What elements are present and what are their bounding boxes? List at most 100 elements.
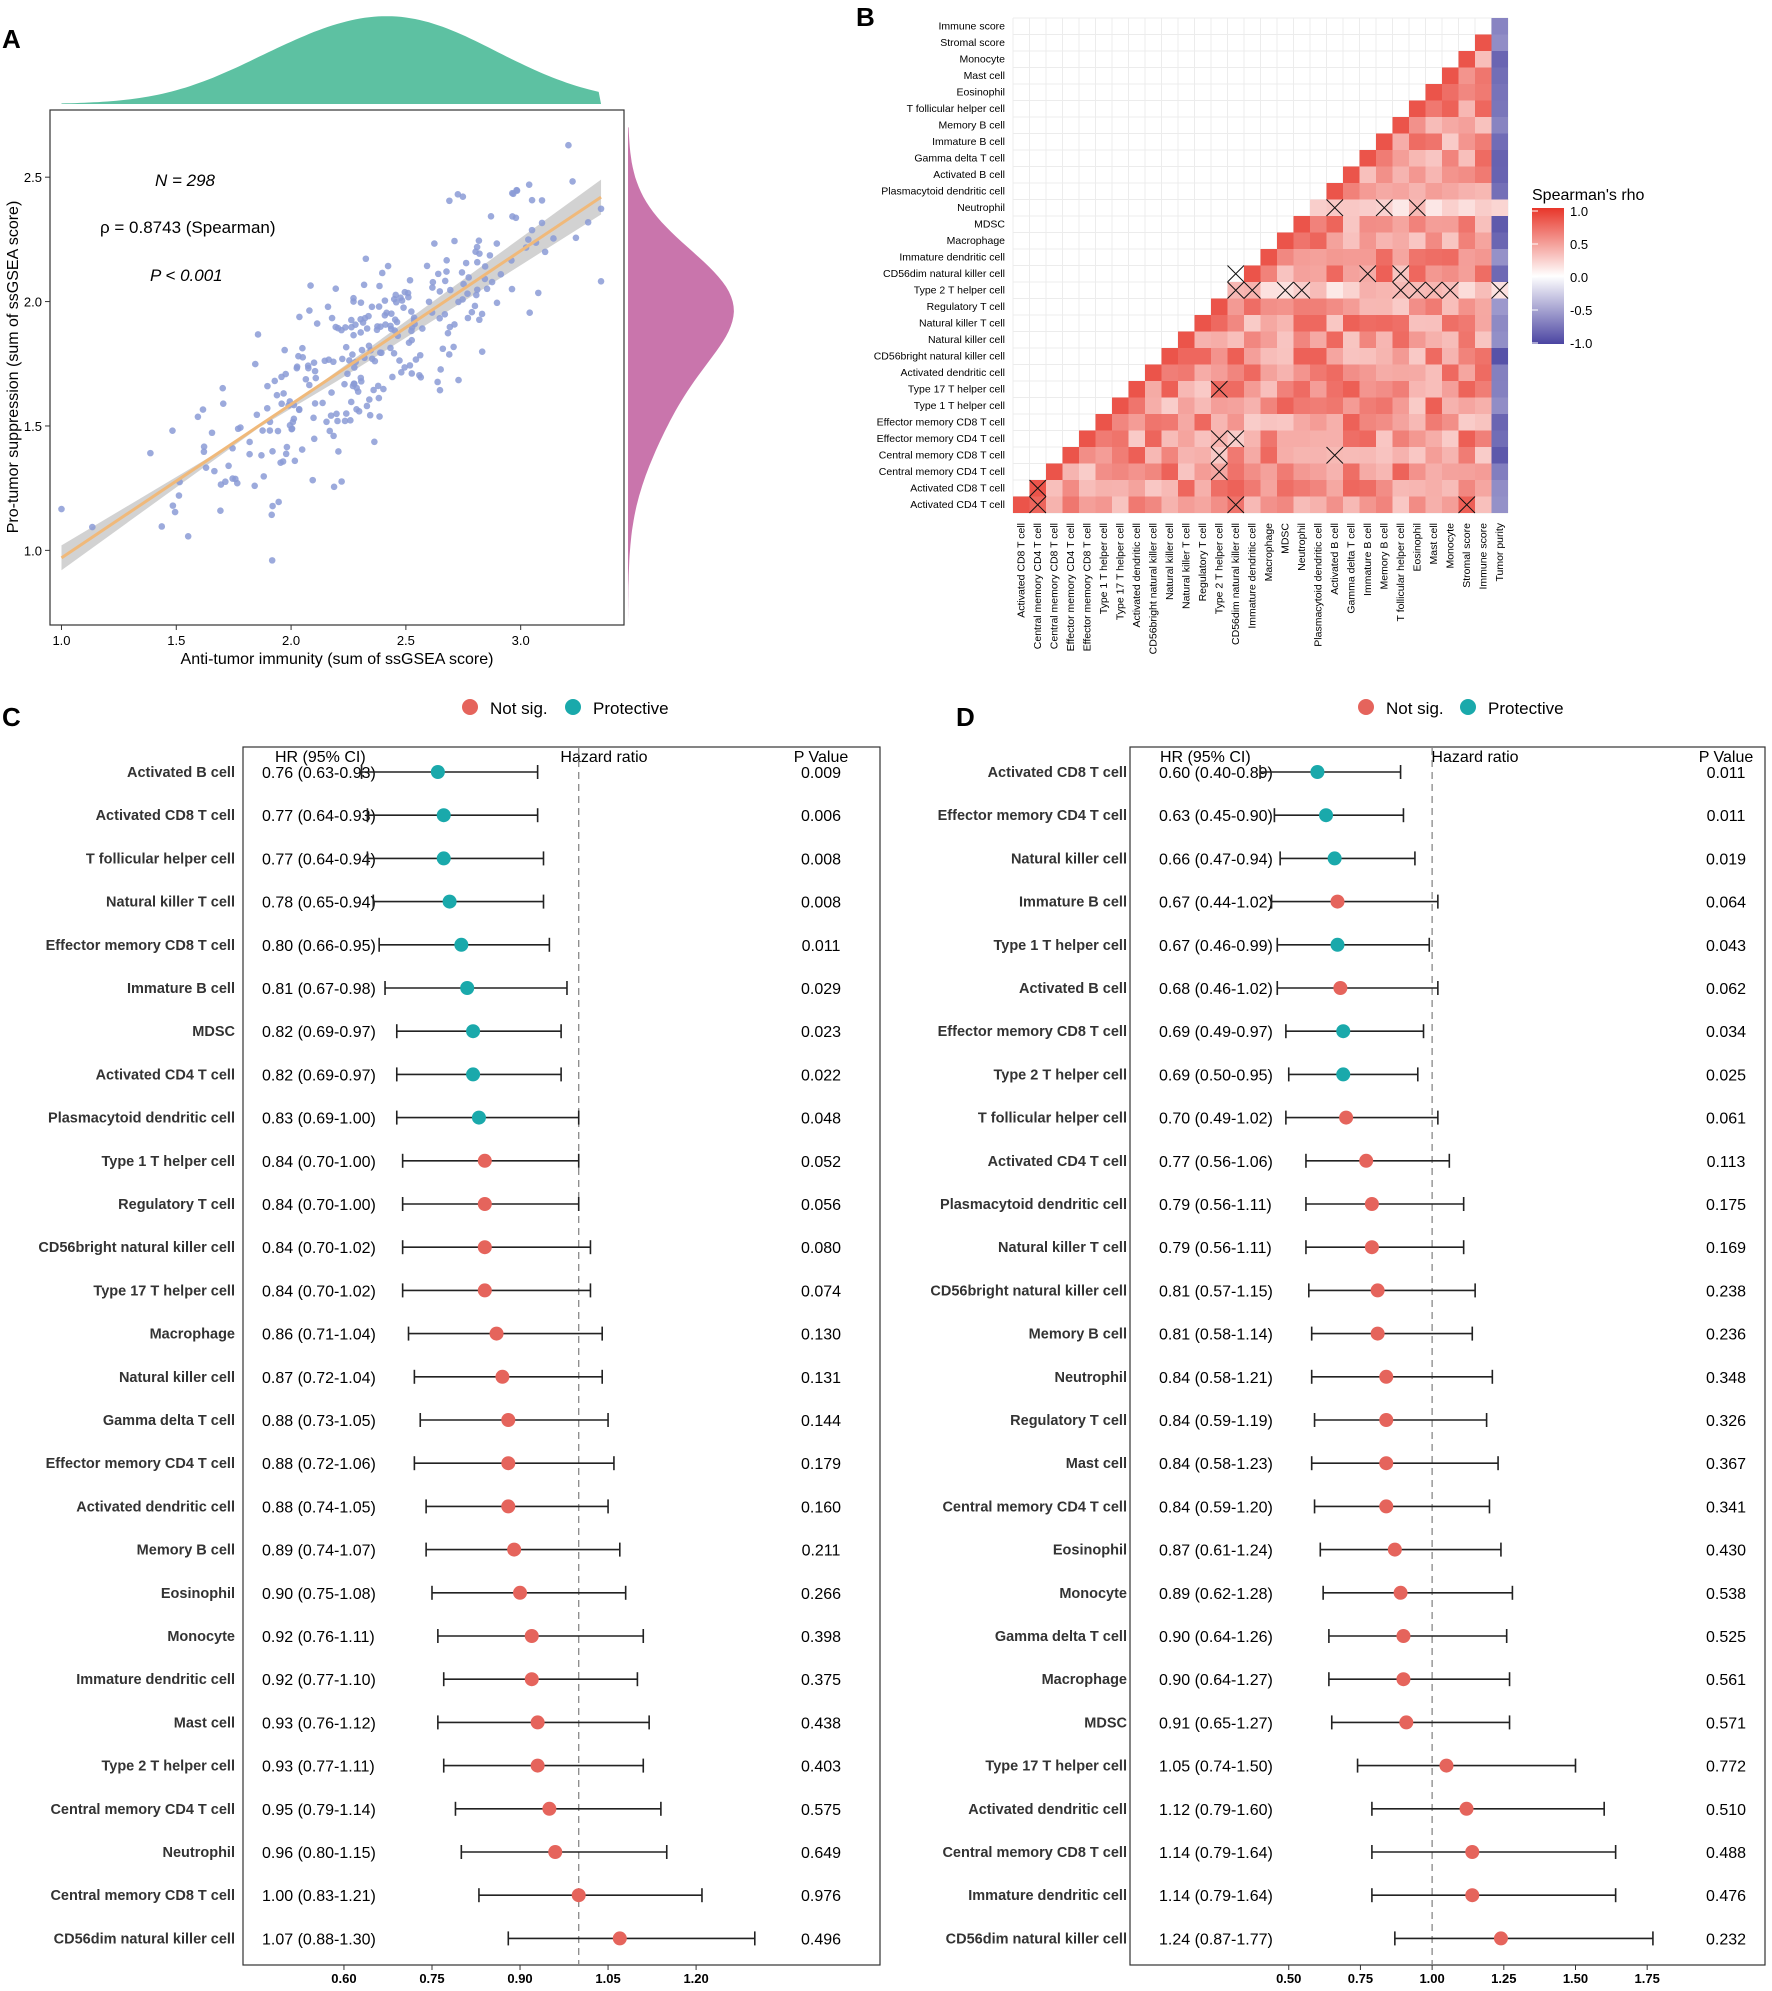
forest-row-p-value: 0.011 [802, 938, 841, 955]
non-significant-cross [1392, 281, 1410, 299]
heatmap-cell [1128, 397, 1145, 414]
forest-hr-point [430, 765, 445, 779]
forest-row-label: Immature B cell [127, 981, 235, 997]
heatmap-col-label: Immature B cell [1362, 523, 1374, 596]
heatmap-cell [1227, 315, 1244, 332]
heatmap-cell [1359, 249, 1376, 266]
forest-row-hr-text: 0.89 (0.62-1.28) [1159, 1586, 1273, 1603]
forest-row-label: Activated dendritic cell [968, 1802, 1127, 1818]
heatmap-cell [1491, 232, 1508, 249]
heatmap-cell [1442, 216, 1459, 233]
forest-hr-point [1333, 981, 1348, 995]
heatmap-cell [1310, 265, 1327, 282]
heatmap-cell [1145, 364, 1162, 381]
forest-row-label: Activated CD4 T cell [96, 1067, 235, 1083]
heatmap-cell [1458, 100, 1475, 117]
scatter-point [370, 386, 377, 394]
forest-hr-point [1379, 1499, 1394, 1514]
heatmap-cell [1161, 364, 1178, 381]
scatter-point [289, 418, 297, 426]
heatmap-cell [1062, 480, 1079, 497]
scatter-point [326, 427, 334, 435]
forest-row-p-value: 0.008 [801, 895, 841, 912]
heatmap-cell [1112, 496, 1129, 513]
forest-row-label: Plasmacytoid dendritic cell [48, 1111, 235, 1127]
heatmap-cell [1062, 463, 1079, 480]
forest-row-p-value: 0.022 [801, 1067, 841, 1084]
x-tick-label: 1.5 [167, 633, 185, 648]
scatter-point [471, 302, 479, 310]
scatter-point [339, 355, 346, 363]
heatmap-cell [1211, 298, 1228, 315]
non-significant-cross [1408, 199, 1426, 217]
heatmap-cell [1376, 216, 1393, 233]
heatmap-cell [1409, 183, 1426, 200]
scatter-point [493, 240, 501, 247]
scatter-point [476, 316, 483, 324]
heatmap-row-label: Type 1 T helper cell [914, 400, 1005, 412]
scatter-point [295, 405, 303, 413]
scatter-point [475, 237, 483, 244]
heatmap-cell [1376, 447, 1393, 464]
non-significant-cross [1227, 496, 1245, 514]
heatmap-cell [1227, 480, 1244, 497]
forest-row-p-value: 0.367 [1706, 1456, 1746, 1473]
heatmap-cell [1112, 430, 1129, 447]
scatter-point [344, 370, 351, 378]
forest-row-p-value: 0.438 [801, 1715, 841, 1732]
heatmap-cell [1442, 133, 1459, 150]
scatter-point [597, 205, 605, 213]
heatmap-cell [1475, 463, 1492, 480]
heatmap-cell [1343, 463, 1360, 480]
heatmap-row-label: Neutrophil [957, 202, 1005, 214]
legend-tick-label: 1.0 [1570, 204, 1588, 219]
scatter-point [295, 352, 302, 360]
heatmap-cell [1458, 282, 1475, 299]
heatmap-cell [1475, 331, 1492, 348]
forest-x-tick-label: 0.60 [331, 1971, 356, 1986]
forest-row-p-value: 0.006 [801, 808, 841, 825]
forest-row-label: Natural killer cell [119, 1370, 235, 1386]
heatmap-cell [1475, 216, 1492, 233]
heatmap-cell [1161, 381, 1178, 398]
legend-tick-label: 0.0 [1570, 270, 1588, 285]
heatmap-cell [1310, 331, 1327, 348]
scatter-point [445, 351, 453, 358]
heatmap-cell [1392, 430, 1409, 447]
heatmap-cell [1326, 315, 1343, 332]
heatmap-cell [1310, 397, 1327, 414]
forest-row-hr-text: 0.88 (0.72-1.06) [262, 1456, 376, 1473]
forest-row-p-value: 0.525 [1706, 1629, 1746, 1646]
scatter-point [441, 311, 449, 318]
heatmap-cell [1376, 183, 1393, 200]
forest-row-hr-text: 0.84 (0.70-1.02) [262, 1240, 376, 1257]
scatter-point [374, 323, 381, 330]
scatter-point [357, 378, 365, 385]
top-density-curve [61, 16, 602, 105]
scatter-point [311, 367, 319, 375]
forest-row-p-value: 0.488 [1706, 1845, 1746, 1862]
heatmap-cells [1013, 18, 1508, 513]
heatmap-cell [1145, 430, 1162, 447]
forest-row-p-value: 0.011 [1707, 765, 1746, 782]
heatmap-cell [1194, 430, 1211, 447]
scatter-point [306, 381, 313, 389]
forest-row-label: Immature B cell [1019, 895, 1127, 911]
forest-row-p-value: 0.561 [1706, 1672, 1746, 1689]
forest-x-tick-label: 1.75 [1635, 1971, 1660, 1986]
panel-b-heatmap: Immune score Stromal score Monocyte Mast ce… [874, 17, 1645, 654]
forest-row-hr-text: 0.66 (0.47-0.94) [1159, 851, 1273, 868]
heatmap-cell [1343, 265, 1360, 282]
scatter-point [387, 322, 394, 330]
heatmap-cell [1277, 414, 1294, 431]
forest-x-tick-label: 1.50 [1563, 1971, 1588, 1986]
heatmap-cell [1161, 447, 1178, 464]
heatmap-cell [1376, 315, 1393, 332]
forest-row-hr-text: 0.69 (0.50-0.95) [1159, 1067, 1273, 1084]
forest-hr-point [1364, 1197, 1379, 1211]
heatmap-cell [1260, 381, 1277, 398]
heatmap-cell [1409, 480, 1426, 497]
non-significant-cross [1375, 199, 1393, 217]
forest-hr-point [1379, 1413, 1394, 1427]
scatter-point [400, 304, 407, 311]
